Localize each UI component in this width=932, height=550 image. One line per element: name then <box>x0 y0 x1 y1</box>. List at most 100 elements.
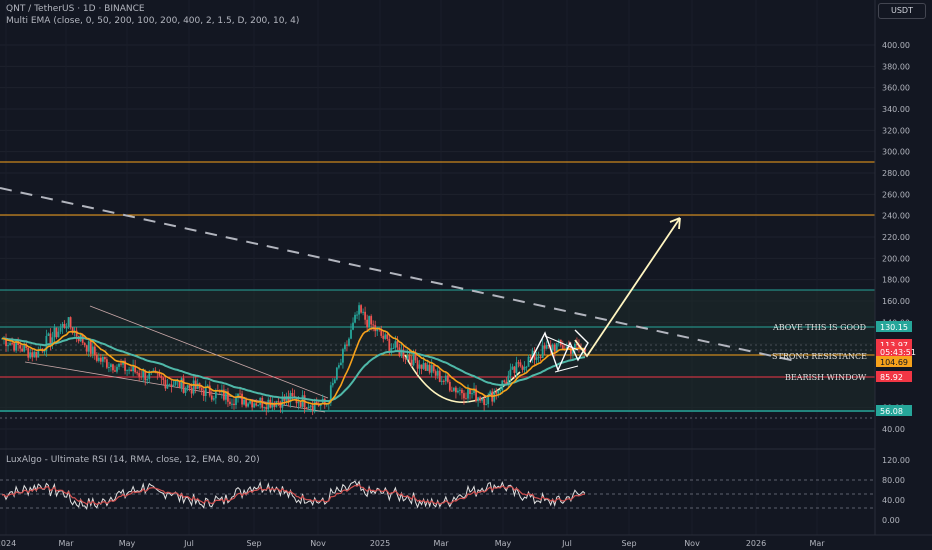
price-tick: 240.00 <box>882 212 910 221</box>
candle-body <box>263 407 266 409</box>
candle-body <box>483 398 486 405</box>
candle-body <box>444 375 447 382</box>
candle-body <box>410 359 413 366</box>
candle-body <box>9 343 11 346</box>
candle-body <box>495 391 498 394</box>
price-label: 130.15 <box>880 323 908 332</box>
rsi-line <box>1 480 586 510</box>
candle-body <box>346 344 348 346</box>
rsi-title: LuxAlgo - Ultimate RSI (14, RMA, close, … <box>6 455 260 465</box>
candle-body <box>507 375 510 384</box>
candle-body <box>372 324 375 326</box>
candle-body <box>231 403 233 405</box>
time-axis-panel[interactable] <box>0 535 932 550</box>
price-tick: 220.00 <box>882 233 910 242</box>
price-tick: 40.00 <box>882 425 905 434</box>
candle-body <box>408 355 411 360</box>
candle-body <box>21 348 24 352</box>
candle-body <box>124 360 126 371</box>
candle-body <box>515 362 518 373</box>
candle-body <box>539 356 542 358</box>
candle-body <box>190 387 193 394</box>
time-axis-ticks: 2024 Mar May Jul Sep Nov 2025 Mar May Jul Sep Nov 20… <box>0 539 825 548</box>
candle-body <box>354 314 356 323</box>
candle-body <box>428 364 431 373</box>
candle-body <box>19 344 22 349</box>
candle-body <box>265 407 268 410</box>
price-label-box <box>876 346 912 357</box>
candle-body <box>394 341 397 348</box>
rsi-levels <box>0 479 875 509</box>
candle-body <box>404 358 407 360</box>
candle-body <box>279 401 282 408</box>
candle-body <box>541 345 544 358</box>
candle-body <box>368 316 371 328</box>
candle-body <box>23 345 26 352</box>
zigzag-pattern <box>529 329 589 372</box>
candle-body <box>307 406 310 409</box>
currency-button[interactable]: USDT <box>878 3 926 19</box>
candle-body <box>101 357 104 362</box>
candle-body <box>57 331 60 338</box>
time-tick: Nov <box>684 539 700 548</box>
candle-body <box>412 352 415 366</box>
candle-body <box>382 335 385 339</box>
candle-body <box>402 349 405 359</box>
candle-body <box>29 352 32 358</box>
candle-body <box>400 349 403 357</box>
candle-body <box>188 385 191 388</box>
candle-body <box>545 344 548 349</box>
price-label: 05:43:51 <box>880 348 916 357</box>
candle-body <box>434 371 437 376</box>
candle-body <box>103 357 106 360</box>
candle-body <box>574 343 576 351</box>
candle-body <box>571 350 574 354</box>
candle-body <box>95 355 98 361</box>
candle-body <box>130 369 133 372</box>
candle-body <box>509 369 512 376</box>
candle-body <box>126 369 128 371</box>
candle-body <box>388 338 391 352</box>
candle-body <box>99 357 102 362</box>
candle-body <box>469 388 471 394</box>
candle-body <box>97 357 100 361</box>
candle-body <box>108 367 110 369</box>
price-axis-panel[interactable] <box>875 0 932 535</box>
candle-body <box>91 346 94 354</box>
candle-body <box>110 364 112 368</box>
candle-body <box>144 370 147 381</box>
price-label-box <box>876 371 912 382</box>
candle-body <box>33 351 36 358</box>
candle-body <box>35 351 38 358</box>
candle-body <box>535 357 538 360</box>
time-tick: 2025 <box>370 539 390 548</box>
candle-body <box>138 373 141 377</box>
candle-body <box>442 380 445 382</box>
candle-body <box>200 388 203 391</box>
flag-lines <box>544 335 579 373</box>
candle-body <box>214 390 217 399</box>
rsi-tick: 40.00 <box>882 496 905 505</box>
candle-body <box>134 365 137 373</box>
candle-body <box>287 396 290 403</box>
candle-body <box>31 352 34 358</box>
time-tick: Nov <box>310 539 326 548</box>
candle-body <box>158 373 161 376</box>
candle-body <box>481 398 484 401</box>
candle-body <box>525 366 528 368</box>
price-tick: 260.00 <box>882 190 910 199</box>
annotation-resistance: STRONG RESISTANCE <box>772 352 867 361</box>
candle-body <box>281 396 284 408</box>
indicator-title: Multi EMA (close, 0, 50, 200, 100, 200, … <box>6 16 300 26</box>
candle-body <box>329 385 332 403</box>
candle-body <box>499 390 502 392</box>
candle-body <box>463 393 465 399</box>
candle-body <box>47 333 50 336</box>
price-label-box <box>876 321 912 332</box>
candle-body <box>37 349 40 358</box>
price-tick: 160.00 <box>882 297 910 306</box>
candle-body <box>424 363 427 371</box>
time-tick: Jul <box>183 539 194 548</box>
